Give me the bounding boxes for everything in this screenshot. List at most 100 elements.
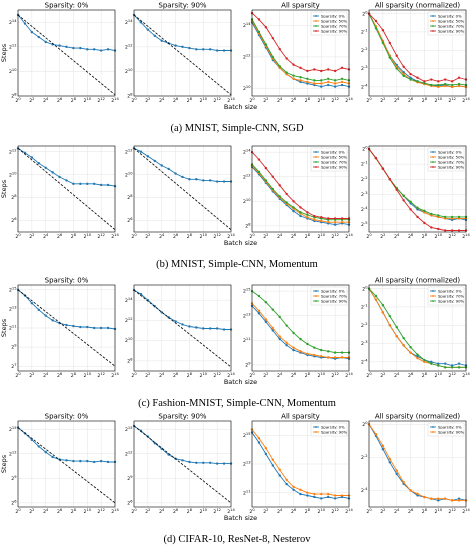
data-point <box>306 213 309 216</box>
data-point <box>79 325 82 329</box>
data-point <box>65 179 68 182</box>
y-tick-label: 210 <box>243 85 251 92</box>
data-point <box>278 315 281 319</box>
legend-label: Sparsity: 50% <box>321 18 348 23</box>
caption-a: (a) MNIST, Simple-CNN, SGD <box>170 123 304 134</box>
legend-marker <box>432 295 434 297</box>
x-tick-label: 22 <box>29 233 34 240</box>
x-tick-label: 210 <box>435 372 443 379</box>
data-point <box>257 158 261 161</box>
x-tick-label: 210 <box>200 372 208 379</box>
data-point <box>306 494 309 497</box>
data-point <box>257 441 261 444</box>
y-tick-label: 210 <box>125 68 133 75</box>
data-point <box>299 492 302 496</box>
y-tick-label: 29 <box>245 361 251 368</box>
x-tick-label: 212 <box>331 508 339 515</box>
x-tick-label: 210 <box>200 97 208 104</box>
data-point <box>51 171 54 174</box>
y-tick-label: 28 <box>127 357 133 364</box>
data-point <box>209 48 212 51</box>
data-point <box>437 214 440 217</box>
axes-frame <box>17 9 116 97</box>
data-point <box>457 499 461 502</box>
data-point <box>299 211 302 214</box>
x-tick-label: 22 <box>29 508 34 515</box>
panel-title: Sparsity: 90% <box>158 413 207 421</box>
data-point <box>299 66 302 70</box>
x-tick-label: 212 <box>213 233 221 240</box>
x-tick-label: 26 <box>57 372 63 379</box>
x-tick-label: 20 <box>249 97 255 104</box>
data-point <box>416 80 419 83</box>
x-tick-label: 214 <box>227 233 235 240</box>
data-point <box>72 459 75 463</box>
x-tick-label: 20 <box>249 372 255 379</box>
legend-label: Sparsity: 90% <box>438 429 465 434</box>
data-point <box>299 350 302 353</box>
axes-frame <box>133 145 232 233</box>
data-point <box>264 318 268 321</box>
x-tick-label: 22 <box>145 233 150 240</box>
x-tick-label: 214 <box>111 508 119 515</box>
axes-frame <box>133 9 232 97</box>
plot-area <box>18 146 115 232</box>
data-point <box>30 156 34 159</box>
data-point <box>388 41 391 45</box>
axes-frame <box>251 9 350 97</box>
x-tick-label: 22 <box>380 508 385 515</box>
data-point <box>333 85 337 88</box>
data-point <box>72 182 75 186</box>
x-tick-label: 20 <box>366 233 372 240</box>
x-tick-label: 24 <box>277 508 283 515</box>
x-tick-label: 20 <box>15 97 21 104</box>
data-point <box>195 178 198 181</box>
data-point <box>285 192 288 196</box>
x-tick-label: 28 <box>71 97 77 104</box>
data-point <box>86 325 89 329</box>
data-point <box>202 461 205 464</box>
x-tick-label: 24 <box>43 372 49 379</box>
plot-area <box>134 285 231 371</box>
axes-frame <box>17 420 116 508</box>
data-point <box>292 331 295 335</box>
panel-c2: 20 22 24 26 28 210 212 214 28 210 212 214 <box>125 284 235 379</box>
data-point <box>278 335 281 338</box>
x-tick-label: 210 <box>318 508 326 515</box>
data-point <box>457 84 461 88</box>
x-axis-label: Batch size <box>224 514 257 522</box>
x-axis-label: Batch size <box>224 378 257 386</box>
x-tick-label: 212 <box>97 508 105 515</box>
y-tick-label: 2-4 <box>361 487 368 494</box>
data-point <box>292 200 295 203</box>
y-tick-label: 214 <box>243 22 251 29</box>
x-tick-label: 24 <box>159 508 165 515</box>
data-point <box>299 488 302 491</box>
x-tick-label: 20 <box>366 508 372 515</box>
x-tick-label: 22 <box>263 97 268 104</box>
ideal-scaling-line <box>17 14 116 96</box>
y-axis-label: Steps <box>0 318 8 337</box>
data-point <box>257 30 261 34</box>
data-point <box>444 78 447 81</box>
data-point <box>313 218 316 221</box>
x-axis-label: Batch size <box>224 103 257 111</box>
x-tick-label: 28 <box>422 233 428 240</box>
data-point <box>285 344 288 347</box>
data-point <box>313 353 316 357</box>
x-tick-label: 212 <box>213 97 221 104</box>
data-point <box>423 81 426 85</box>
axes-frame <box>17 145 116 233</box>
data-point <box>416 206 419 210</box>
y-tick-label: 213 <box>9 305 17 312</box>
panel-title: Sparsity: 90% <box>158 2 207 10</box>
data-point <box>37 308 40 312</box>
legend-label: Sparsity: 0% <box>321 13 345 18</box>
data-point <box>388 324 391 327</box>
x-tick-label: 214 <box>462 97 470 104</box>
y-tick-label: 20 <box>362 285 368 292</box>
y-tick-label: 212 <box>125 450 133 457</box>
data-point <box>215 49 219 52</box>
x-tick-label: 214 <box>345 233 353 240</box>
x-tick-label: 212 <box>97 233 105 240</box>
